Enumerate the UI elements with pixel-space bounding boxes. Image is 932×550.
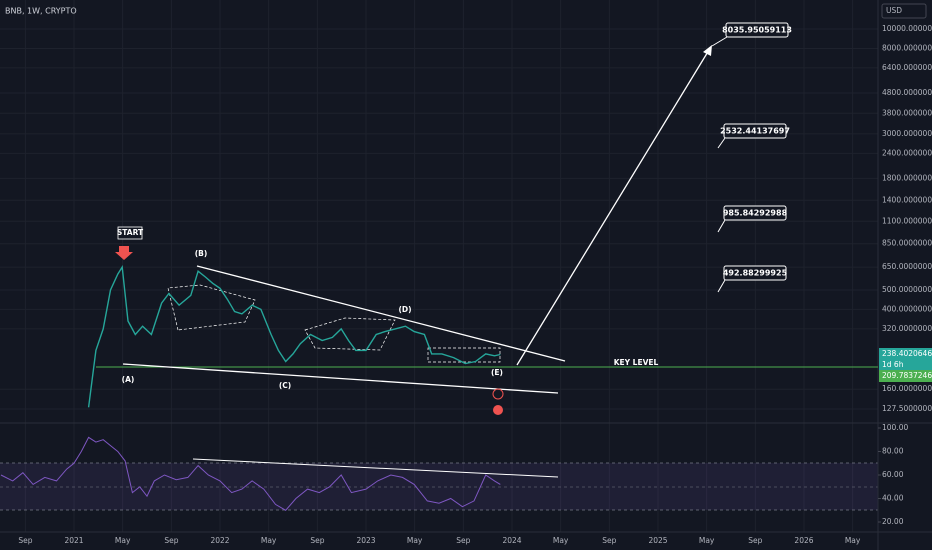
annotation: START (117, 228, 144, 237)
price-tag (879, 348, 932, 360)
x-tick-label: May (115, 536, 131, 545)
target-box (723, 123, 787, 139)
rsi-trendline (192, 458, 559, 478)
y-tick-label: 40.00 (882, 494, 904, 503)
target-box (723, 265, 787, 281)
annotation: (E) (491, 368, 503, 377)
x-tick-label: May (261, 536, 277, 545)
lower-trendline (122, 363, 559, 394)
annotation: (A) (122, 375, 135, 384)
y-tick-label: 8000.00000000 (882, 43, 932, 52)
y-tick-label: 500.00000000 (882, 285, 932, 294)
y-tick-label: 20.00 (882, 517, 904, 526)
target-label: 492.88299925 (723, 269, 788, 278)
price-tag-label: 209.78372468 (882, 371, 932, 380)
price-tag-label: 238.40206467 (882, 349, 932, 358)
x-tick-label: 2023 (356, 536, 375, 545)
annotation: (D) (398, 305, 411, 314)
x-tick-label: May (845, 536, 861, 545)
x-tick-label: 2026 (794, 536, 813, 545)
target-pointer (717, 137, 726, 149)
price-tag (879, 359, 932, 371)
event-icon[interactable] (492, 388, 504, 400)
y-tick-label: 1400.00000000 (882, 195, 932, 204)
upper-trendline (196, 265, 566, 362)
y-tick-label: 10000.00000000 (882, 24, 932, 33)
price-tag (879, 370, 932, 382)
x-tick-label: Sep (456, 536, 470, 545)
y-tick-label: 4800.00000000 (882, 88, 932, 97)
y-tick-label: 160.00000000 (882, 384, 932, 393)
marks (0, 265, 501, 511)
price-tag-label: 1d 6h (882, 360, 904, 369)
symbol-header: BNB, 1W, CRYPTO (5, 7, 77, 16)
x-tick-label: Sep (310, 536, 324, 545)
target-pointer (717, 219, 726, 233)
y-tick-label: 100.00 (882, 423, 908, 432)
currency-box (881, 3, 927, 19)
x-tick-label: 2024 (502, 536, 521, 545)
y-tick-label: 60.00 (882, 470, 904, 479)
y-tick-label: 3000.00000000 (882, 129, 932, 138)
event-icon[interactable] (493, 405, 503, 415)
x-tick-label: Sep (602, 536, 616, 545)
y-tick-label: 6400.00000000 (882, 63, 932, 72)
annotation-box (117, 226, 143, 240)
x-tick-label: May (407, 536, 423, 545)
x-tick-label: 2021 (64, 536, 83, 545)
y-tick-label: 320.00000000 (882, 324, 932, 333)
target-label: 8035.95059113 (722, 26, 792, 35)
y-tick-label: 2400.00000000 (882, 148, 932, 157)
annotation: KEY LEVEL (614, 358, 659, 367)
x-tick-label: 2022 (210, 536, 229, 545)
y-tick-label: 127.50000000 (882, 404, 932, 413)
target-label: 2532.44137697 (720, 127, 790, 136)
x-tick-label: May (553, 536, 569, 545)
y-tick-label: 1100.00000000 (882, 216, 932, 225)
currency: USD (886, 6, 902, 15)
y-tick-label: 850.00000000 (882, 239, 932, 248)
dashed-box (427, 347, 501, 363)
y-tick-label: 650.00000000 (882, 262, 932, 271)
y-tick-label: 80.00 (882, 446, 904, 455)
projection-arrow (516, 49, 710, 366)
y-tick-label: 1800.00000000 (882, 173, 932, 182)
annotation: (C) (279, 381, 291, 390)
x-tick-label: May (699, 536, 715, 545)
x-tick-label: Sep (748, 536, 762, 545)
rsi-line (0, 436, 501, 511)
target-box (725, 22, 789, 38)
annotation: (B) (195, 249, 208, 258)
start-arrow (115, 246, 133, 260)
target-label: 985.84292988 (723, 209, 788, 218)
grid (0, 0, 878, 532)
x-tick-label: 2025 (648, 536, 667, 545)
target-box (723, 205, 787, 221)
price-line (87, 265, 501, 408)
y-tick-label: 400.00000000 (882, 304, 932, 313)
arrow-head (703, 45, 712, 56)
y-tick-label: 3800.00000000 (882, 108, 932, 117)
target-pointer (711, 36, 728, 47)
x-tick-label: Sep (18, 536, 32, 545)
x-tick-label: Sep (164, 536, 178, 545)
target-pointer (717, 279, 726, 293)
